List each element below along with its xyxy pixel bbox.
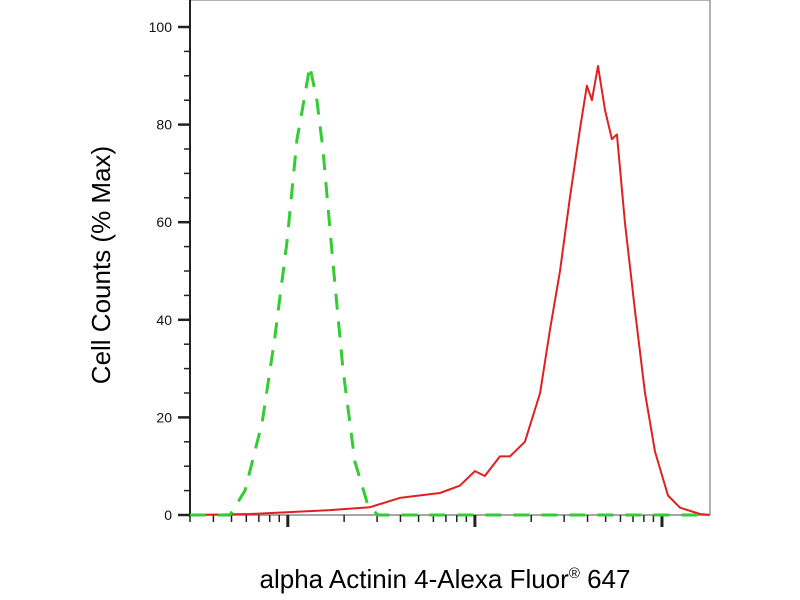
y-tick-label: 40	[156, 312, 172, 328]
x-axis	[189, 515, 664, 527]
x-axis-title-registered: ®	[569, 565, 580, 582]
y-axis: 0 20 40 60 80 100	[149, 19, 190, 523]
y-tick-label: 20	[156, 409, 172, 425]
series-group	[189, 64, 711, 517]
x-axis-title: alpha Actinin 4-Alexa Fluor® 647	[260, 564, 631, 594]
control-histogram-line	[190, 64, 710, 517]
x-axis-title-main: alpha Actinin 4-Alexa Fluor	[260, 564, 570, 594]
y-axis-title: Cell Counts (% Max)	[86, 146, 116, 384]
sample-histogram-line	[189, 65, 711, 516]
x-axis-title-suffix: 647	[580, 564, 631, 594]
y-tick-label: 0	[164, 507, 172, 523]
y-tick-label: 60	[156, 214, 172, 230]
plot-frame	[189, 0, 711, 517]
y-tick-label: 100	[149, 19, 173, 35]
y-tick-label: 80	[156, 117, 172, 133]
